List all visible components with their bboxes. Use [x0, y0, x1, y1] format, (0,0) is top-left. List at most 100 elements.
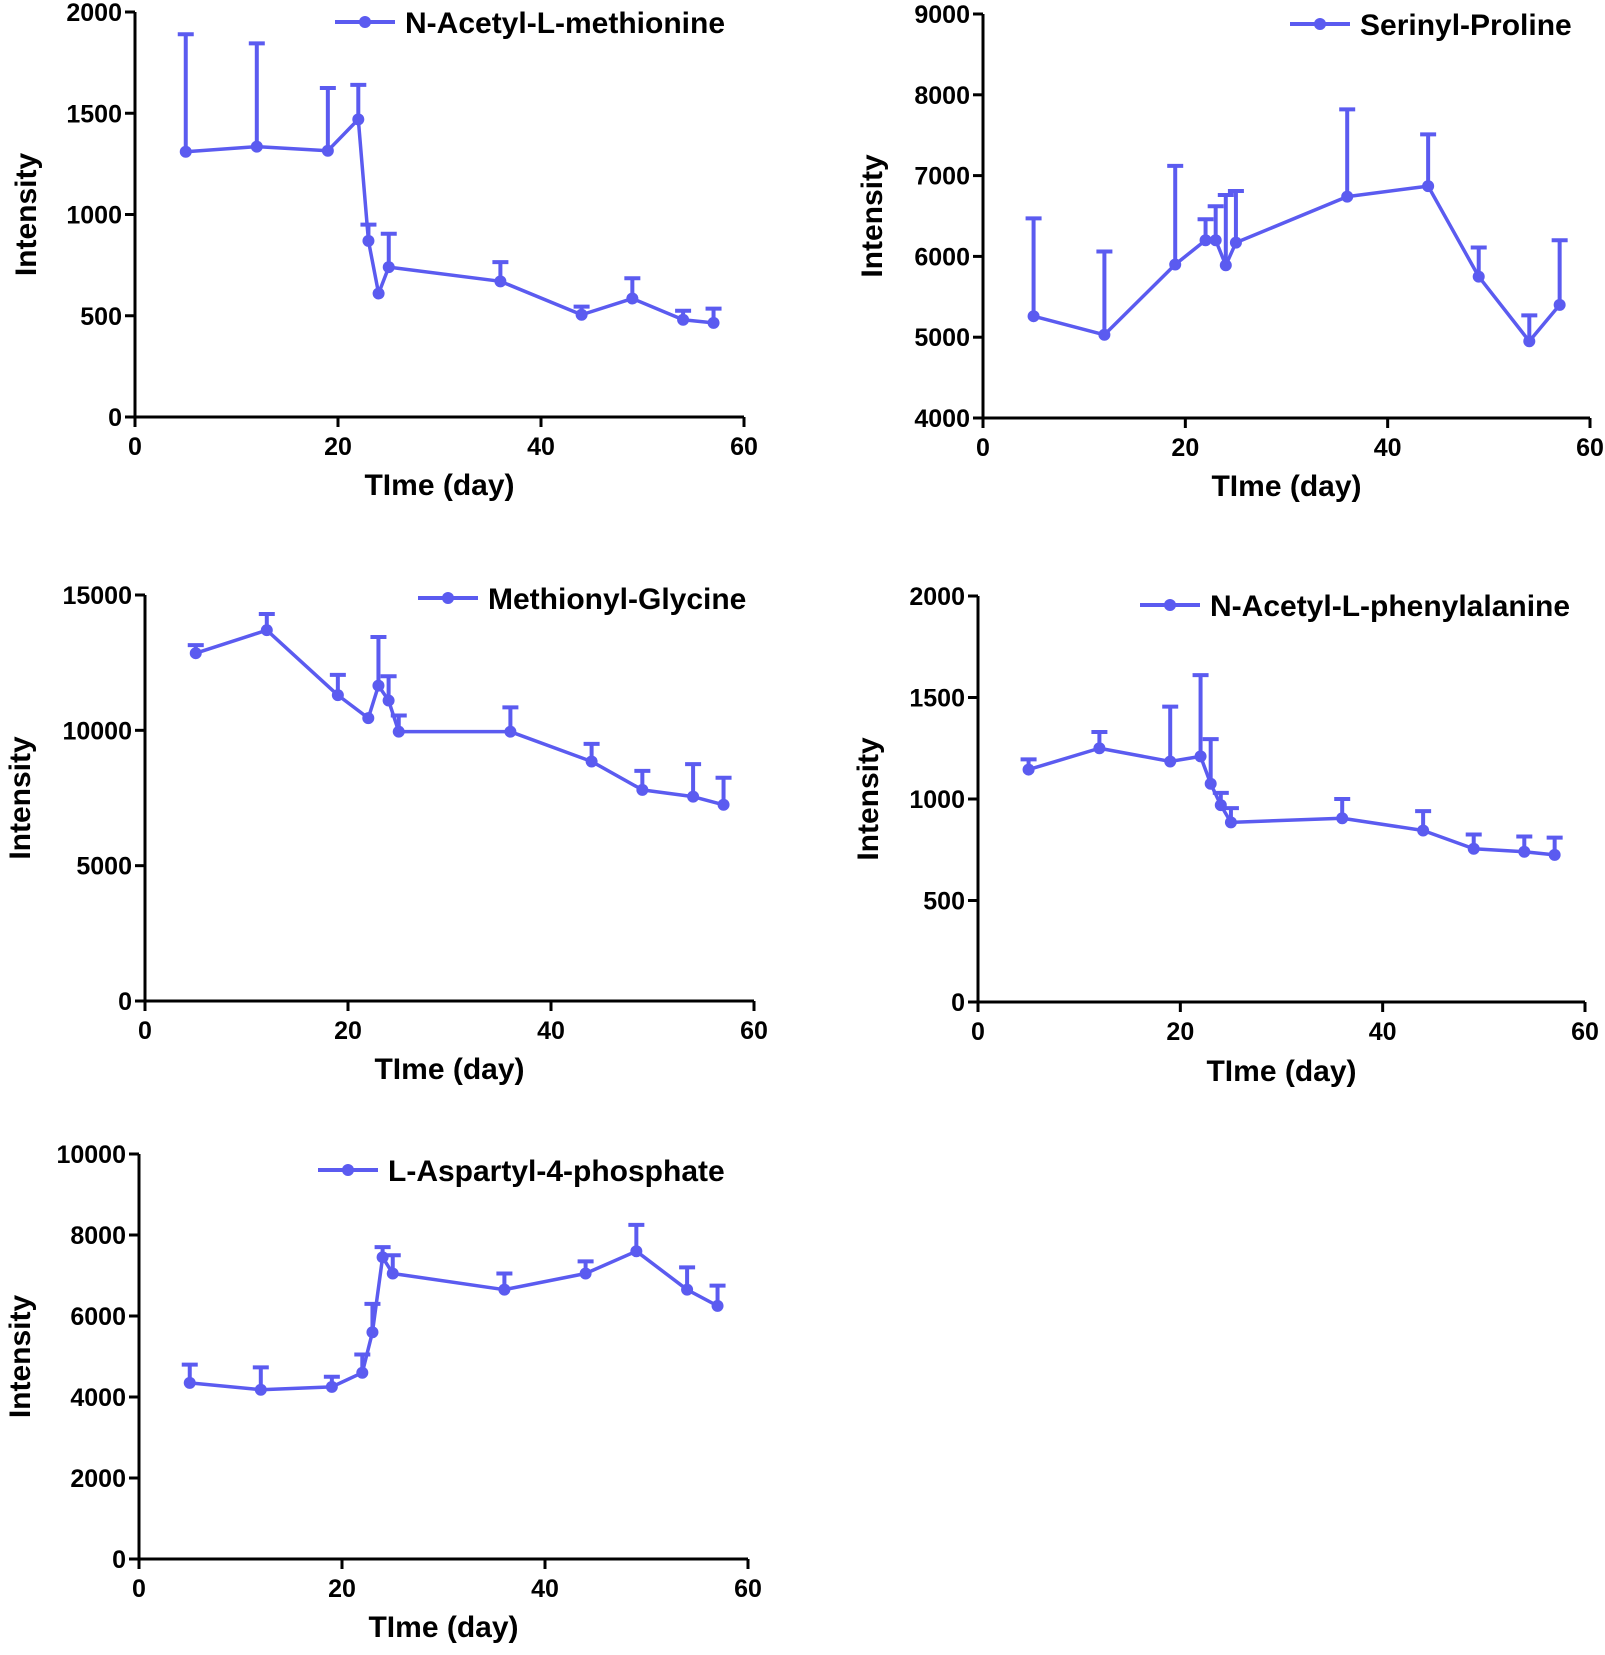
chart-panel-3: 0 5000 10000 15000 0 20 40 60 TIme (day) Intensit… — [4, 582, 768, 1086]
y-tick-label: 1000 — [909, 786, 965, 814]
y-tick-label: 5000 — [76, 853, 132, 881]
data-point — [356, 1366, 369, 1379]
x-tick-label: 0 — [132, 1575, 146, 1603]
data-point — [707, 316, 720, 329]
y-axis-title: Intensity — [852, 737, 885, 861]
y-tick-label: 1500 — [66, 100, 122, 128]
y-tick-label: 8000 — [70, 1222, 126, 1250]
data-point — [1098, 328, 1111, 341]
y-tick-label: 4000 — [914, 405, 970, 433]
y-tick-label: 4000 — [70, 1384, 126, 1412]
data-point — [636, 783, 649, 796]
legend-label: Methionyl-Glycine — [488, 583, 746, 616]
data-point — [1518, 845, 1531, 858]
x-tick-label: 40 — [1369, 1018, 1397, 1046]
data-point — [1229, 236, 1242, 249]
data-point — [382, 694, 395, 707]
data-point — [579, 1267, 592, 1280]
data-point — [630, 1245, 643, 1258]
chart-panel-4: 0 500 1000 1500 2000 0 20 40 60 TIme (day) Intensi… — [852, 583, 1599, 1088]
data-point — [717, 798, 730, 811]
data-point — [1417, 824, 1430, 837]
x-tick-label: 20 — [1166, 1018, 1194, 1046]
data-point — [1169, 258, 1182, 271]
x-tick-label: 60 — [734, 1575, 762, 1603]
x-tick-label: 40 — [537, 1017, 565, 1045]
legend-marker — [342, 1164, 354, 1176]
x-tick-label: 0 — [971, 1018, 985, 1046]
data-point — [183, 1376, 196, 1389]
series-line — [195, 628, 725, 807]
data-point — [681, 1283, 694, 1296]
data-point — [1093, 742, 1106, 755]
y-tick-label: 2000 — [66, 0, 122, 27]
data-point — [321, 144, 334, 157]
legend-label: L-Aspartyl-4-phosphate — [388, 1155, 725, 1188]
data-point — [626, 292, 639, 305]
data-point — [494, 275, 507, 288]
y-axis-title: Intensity — [856, 154, 889, 278]
series-line — [1033, 184, 1561, 343]
x-tick-label: 20 — [324, 433, 352, 461]
data-point — [1027, 310, 1040, 323]
y-tick-label: 7000 — [914, 163, 970, 191]
chart-panel-5: 0 2000 4000 6000 8000 10000 0 20 40 60 TIme (day) I… — [4, 1141, 762, 1644]
data-point — [254, 1383, 267, 1396]
data-point — [1523, 335, 1536, 348]
x-axis-title: TIme (day) — [1206, 1055, 1356, 1088]
data-point — [376, 1251, 389, 1264]
x-tick-label: 60 — [730, 433, 758, 461]
x-axis-title: TIme (day) — [1211, 470, 1361, 503]
data-point — [386, 1267, 399, 1280]
data-point — [1199, 234, 1212, 247]
data-point — [1467, 842, 1480, 855]
data-point — [1548, 848, 1561, 861]
data-point — [372, 679, 385, 692]
x-axis-title: TIme (day) — [368, 1611, 518, 1644]
data-point — [585, 755, 598, 768]
y-tick-label: 1000 — [66, 202, 122, 230]
y-tick-label: 500 — [923, 888, 965, 916]
data-point — [1214, 799, 1227, 812]
data-point — [1224, 816, 1237, 829]
x-tick-label: 20 — [328, 1575, 356, 1603]
y-axis-title: Intensity — [10, 153, 43, 277]
y-tick-label: 6000 — [70, 1303, 126, 1331]
y-axis-title: Intensity — [4, 1295, 37, 1419]
data-point — [250, 140, 263, 153]
data-point — [362, 712, 375, 725]
data-point — [179, 145, 192, 158]
legend-label: N-Acetyl-L-phenylalanine — [1210, 590, 1570, 623]
data-point — [260, 624, 273, 637]
x-tick-label: 60 — [1576, 434, 1604, 462]
x-tick-label: 40 — [1374, 434, 1402, 462]
y-tick-label: 0 — [951, 989, 965, 1017]
legend-label: N-Acetyl-L-methionine — [405, 7, 725, 40]
x-tick-label: 60 — [1571, 1018, 1599, 1046]
data-point — [392, 725, 405, 738]
y-tick-label: 9000 — [914, 1, 970, 29]
x-tick-label: 40 — [531, 1575, 559, 1603]
x-tick-label: 0 — [128, 433, 142, 461]
y-tick-label: 2000 — [909, 583, 965, 611]
data-point — [687, 790, 700, 803]
legend-marker — [1314, 18, 1326, 30]
data-point — [1336, 812, 1349, 825]
data-point — [1422, 180, 1435, 193]
data-point — [677, 313, 690, 326]
y-axis-title: Intensity — [4, 736, 37, 860]
data-point — [1164, 755, 1177, 768]
x-tick-label: 40 — [527, 433, 555, 461]
data-point — [1219, 259, 1232, 272]
data-point — [1553, 298, 1566, 311]
series-line — [185, 117, 714, 325]
series-line — [189, 1249, 719, 1392]
data-point — [382, 261, 395, 274]
x-tick-label: 0 — [138, 1017, 152, 1045]
data-point — [1209, 234, 1222, 247]
data-point — [498, 1283, 511, 1296]
x-axis-title: TIme (day) — [374, 1053, 524, 1086]
legend-marker — [442, 592, 454, 604]
y-tick-label: 1500 — [909, 685, 965, 713]
